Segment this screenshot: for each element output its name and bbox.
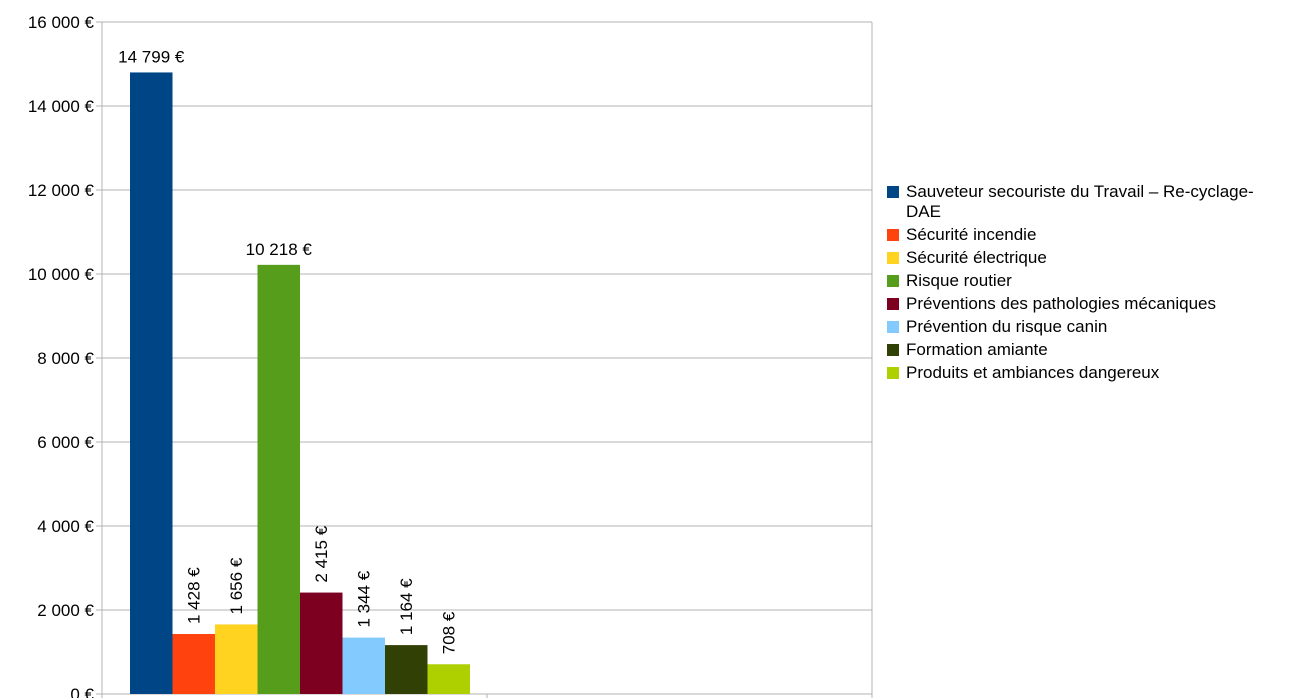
- data-label-4: 10 218 €: [246, 240, 313, 259]
- bar-chart: 0 € 2 000 € 4 000 € 6 000 € 8 000 € 10 000 € 1…: [28, 13, 873, 698]
- data-label-5: 2 415 €: [312, 525, 331, 582]
- y-tick-label: 14 000 €: [28, 97, 95, 116]
- bar-8: [427, 664, 470, 694]
- bar-5: [300, 592, 343, 694]
- legend-label: Produits et ambiances dangereux: [906, 363, 1160, 382]
- legend-label: Prévention du risque canin: [906, 317, 1108, 336]
- legend-item-4: Risque routier: [887, 271, 1297, 291]
- data-label-8: 708 €: [440, 611, 459, 654]
- legend-swatch: [887, 275, 899, 287]
- data-labels-layer: 14 799 € 1 428 € 1 656 € 10 218 € 2 415 € 1 3…: [118, 47, 459, 654]
- legend-swatch: [887, 367, 899, 379]
- bar-1: [130, 72, 173, 694]
- grid-layer: [96, 21, 873, 698]
- bar-7: [385, 645, 428, 694]
- legend-swatch: [887, 344, 899, 356]
- legend-swatch: [887, 229, 899, 241]
- legend-label: Sauveteur secouriste du Travail – Re-cyc…: [906, 182, 1254, 221]
- legend-item-6: Prévention du risque canin: [887, 317, 1297, 337]
- legend-label: Préventions des pathologies mécaniques: [906, 294, 1216, 313]
- y-tick-label: 0 €: [70, 685, 94, 698]
- y-tick-label: 12 000 €: [28, 181, 95, 200]
- y-tick-label: 4 000 €: [37, 517, 94, 536]
- legend-item-5: Préventions des pathologies mécaniques: [887, 294, 1297, 314]
- legend-item-7: Formation amiante: [887, 340, 1297, 360]
- data-label-1: 14 799 €: [118, 47, 185, 66]
- y-tick-label: 2 000 €: [37, 601, 94, 620]
- legend-label: Risque routier: [906, 271, 1012, 290]
- bar-2: [172, 634, 215, 694]
- y-tick-label: 6 000 €: [37, 433, 94, 452]
- y-tick-label: 10 000 €: [28, 265, 95, 284]
- legend-item-1: Sauveteur secouriste du Travail – Re-cyc…: [887, 182, 1297, 222]
- legend-swatch: [887, 186, 899, 198]
- legend-label: Sécurité électrique: [906, 248, 1047, 267]
- y-tick-label: 16 000 €: [28, 13, 95, 32]
- legend-item-2: Sécurité incendie: [887, 225, 1297, 245]
- data-label-7: 1 164 €: [397, 578, 416, 635]
- bar-3: [215, 624, 258, 694]
- legend-swatch: [887, 298, 899, 310]
- data-label-2: 1 428 €: [185, 567, 204, 624]
- legend-label: Formation amiante: [906, 340, 1048, 359]
- legend-label: Sécurité incendie: [906, 225, 1037, 244]
- legend-swatch: [887, 321, 899, 333]
- legend-item-8: Produits et ambiances dangereux: [887, 363, 1297, 383]
- y-axis-ticks: 0 € 2 000 € 4 000 € 6 000 € 8 000 € 10 000 € 1…: [28, 13, 95, 698]
- bar-4: [257, 264, 300, 694]
- data-label-6: 1 344 €: [355, 570, 374, 627]
- legend-swatch: [887, 252, 899, 264]
- data-label-3: 1 656 €: [227, 557, 246, 614]
- bar-6: [342, 637, 385, 694]
- y-tick-label: 8 000 €: [37, 349, 94, 368]
- bars-layer: [130, 72, 470, 694]
- chart-legend: Sauveteur secouriste du Travail – Re-cyc…: [887, 182, 1297, 386]
- legend-item-3: Sécurité électrique: [887, 248, 1297, 268]
